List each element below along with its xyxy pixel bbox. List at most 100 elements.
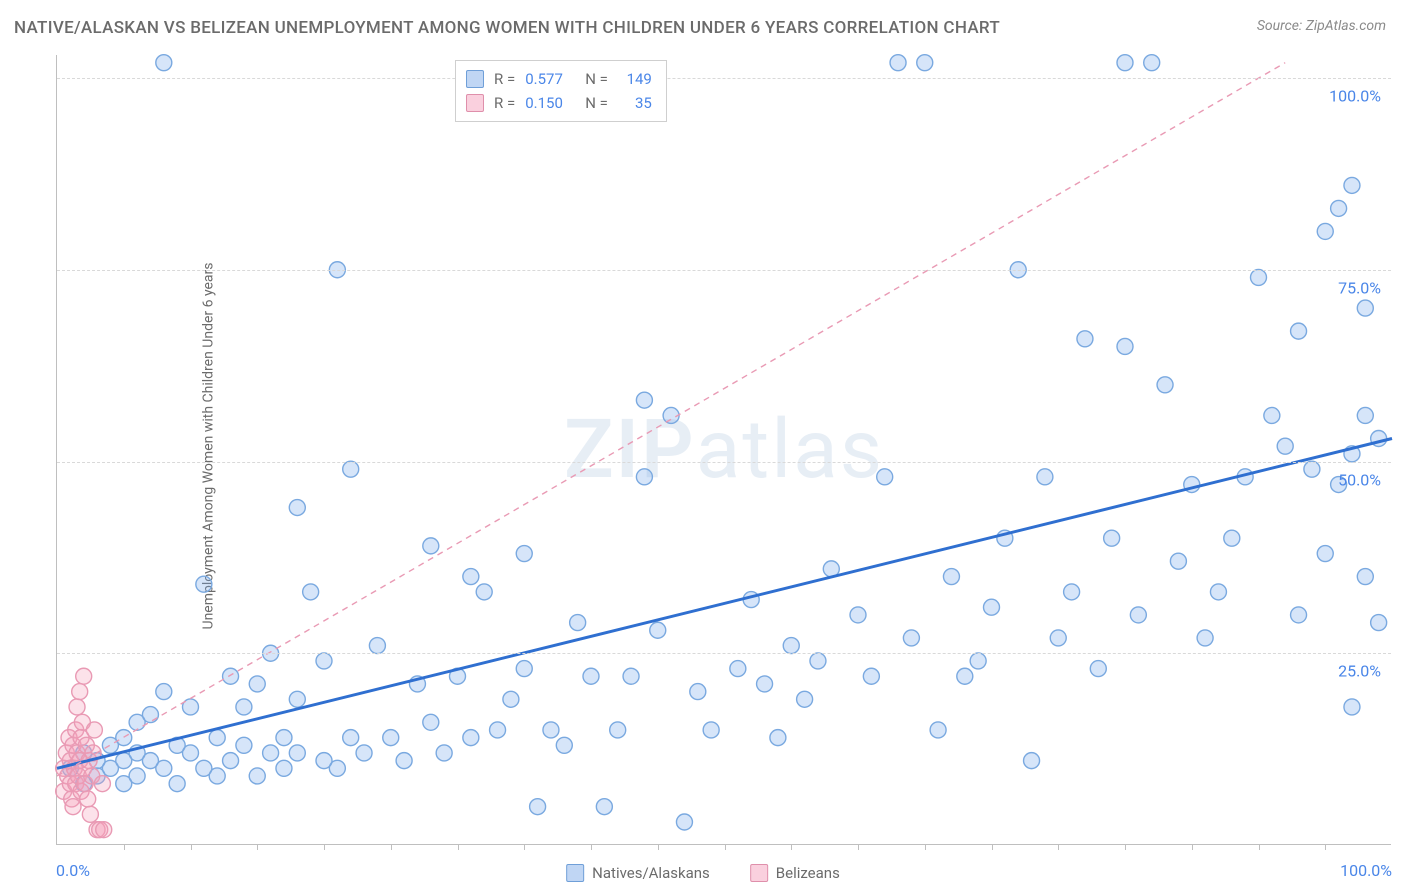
data-point <box>209 768 225 784</box>
legend-item: Belizeans <box>750 864 840 882</box>
x-minor-ticks <box>57 844 1391 850</box>
data-point <box>65 799 81 815</box>
data-point <box>1277 438 1293 454</box>
data-point <box>436 745 452 761</box>
legend-swatch <box>466 70 484 88</box>
legend-label: Belizeans <box>776 864 840 882</box>
x-tick-mark <box>1325 844 1326 850</box>
data-point <box>890 55 906 71</box>
stats-row: R =0.577N =149 <box>466 67 652 91</box>
data-point <box>1077 331 1093 347</box>
data-point <box>369 638 385 654</box>
data-point <box>850 607 866 623</box>
data-point <box>1291 323 1307 339</box>
data-point <box>770 730 786 746</box>
legend-item: Natives/Alaskans <box>566 864 710 882</box>
x-tick-mark <box>1125 844 1126 850</box>
y-tick-label: 100.0% <box>1329 87 1381 106</box>
data-point <box>1130 607 1146 623</box>
chart-title: NATIVE/ALASKAN VS BELIZEAN UNEMPLOYMENT … <box>14 18 1000 38</box>
scatter-svg <box>57 55 1392 845</box>
data-point <box>316 653 332 669</box>
x-tick-mark <box>1259 844 1260 850</box>
data-point <box>423 538 439 554</box>
data-point <box>72 684 88 700</box>
data-point <box>636 392 652 408</box>
data-point <box>1344 177 1360 193</box>
data-point <box>1357 407 1373 423</box>
data-point <box>797 691 813 707</box>
data-point <box>129 768 145 784</box>
y-tick-label: 25.0% <box>1338 662 1381 681</box>
x-tick-mark <box>191 844 192 850</box>
stats-r-value: 0.577 <box>525 67 575 91</box>
data-point <box>1144 55 1160 71</box>
stats-r-value: 0.150 <box>525 91 575 115</box>
x-tick-max: 100.0% <box>1340 861 1392 880</box>
x-tick-mark <box>1192 844 1193 850</box>
data-point <box>96 822 112 838</box>
data-point <box>516 546 532 562</box>
data-point <box>86 722 102 738</box>
data-point <box>783 638 799 654</box>
data-point <box>1371 615 1387 631</box>
data-point <box>156 55 172 71</box>
data-point <box>383 730 399 746</box>
stats-r-label: R = <box>494 91 515 115</box>
data-point <box>356 745 372 761</box>
data-point <box>1157 377 1173 393</box>
y-tick-label: 75.0% <box>1338 278 1381 297</box>
data-point <box>676 814 692 830</box>
bottom-legend: Natives/Alaskans Belizeans <box>566 864 840 882</box>
data-point <box>82 806 98 822</box>
data-point <box>1317 546 1333 562</box>
data-point <box>543 722 559 738</box>
data-point <box>156 760 172 776</box>
data-point <box>556 737 572 753</box>
data-point <box>1357 300 1373 316</box>
data-point <box>276 760 292 776</box>
data-point <box>1050 630 1066 646</box>
x-tick-mark <box>257 844 258 850</box>
data-point <box>810 653 826 669</box>
data-point <box>1331 200 1347 216</box>
stats-legend-box: R =0.577N =149R =0.150N =35 <box>455 60 667 122</box>
data-point <box>1304 461 1320 477</box>
data-point <box>223 753 239 769</box>
data-point <box>1291 607 1307 623</box>
data-point <box>94 776 110 792</box>
data-point <box>343 461 359 477</box>
data-point <box>1037 469 1053 485</box>
data-point <box>142 707 158 723</box>
x-tick-mark <box>658 844 659 850</box>
x-tick-mark <box>1058 844 1059 850</box>
data-point <box>757 676 773 692</box>
data-point <box>169 776 185 792</box>
x-tick-mark <box>858 844 859 850</box>
data-point <box>196 576 212 592</box>
data-point <box>930 722 946 738</box>
data-point <box>223 668 239 684</box>
data-point <box>1251 269 1267 285</box>
stats-n-label: N = <box>585 91 608 115</box>
data-point <box>183 745 199 761</box>
data-point <box>957 668 973 684</box>
gridline-h <box>57 78 1391 79</box>
data-point <box>343 730 359 746</box>
x-tick-mark <box>992 844 993 850</box>
legend-swatch <box>566 864 584 882</box>
x-tick-mark <box>591 844 592 850</box>
legend-swatch <box>466 94 484 112</box>
data-point <box>289 745 305 761</box>
x-tick-mark <box>791 844 792 850</box>
stats-row: R =0.150N =35 <box>466 91 652 115</box>
gridline-h <box>57 653 1391 654</box>
data-point <box>289 691 305 707</box>
data-point <box>1024 753 1040 769</box>
data-point <box>116 730 132 746</box>
x-tick-mark <box>458 844 459 850</box>
data-point <box>69 699 85 715</box>
x-tick-mark <box>124 844 125 850</box>
data-point <box>1317 223 1333 239</box>
data-point <box>903 630 919 646</box>
